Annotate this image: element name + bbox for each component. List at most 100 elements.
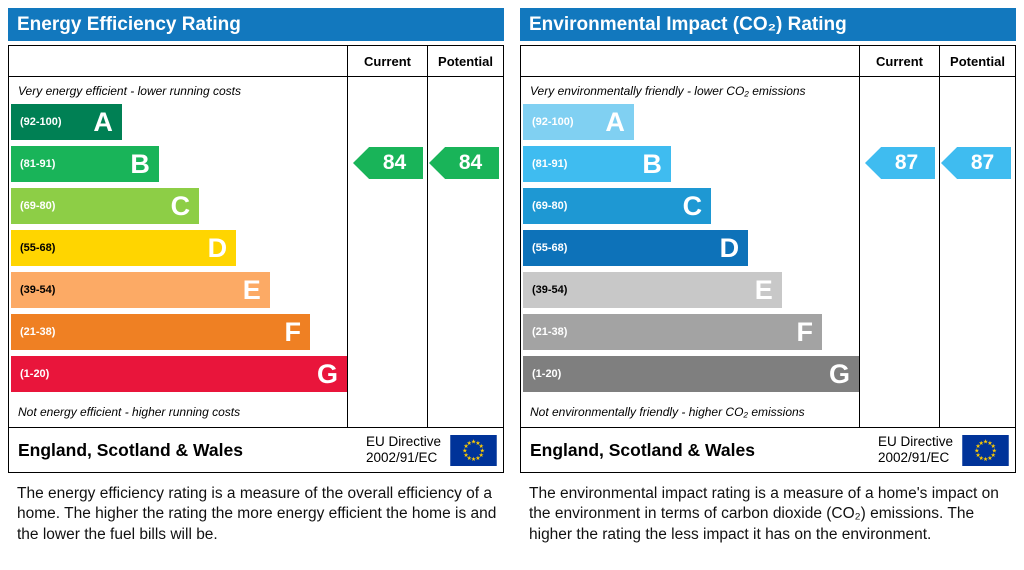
band-row: (81-91) B <box>523 146 859 188</box>
band-row: (21-38) F <box>523 314 859 356</box>
chart-footer: England, Scotland & Wales EU Directive 2… <box>520 427 1016 473</box>
band-row: (92-100) A <box>11 104 347 146</box>
band-row: (81-91) B <box>11 146 347 188</box>
bands-column-header <box>9 46 347 76</box>
current-column-header: Current <box>347 46 427 76</box>
svg-text:★: ★ <box>975 451 980 458</box>
band-range: (55-68) <box>532 242 568 254</box>
band-row: (21-38) F <box>11 314 347 356</box>
band-range: (55-68) <box>20 242 56 254</box>
chart-body: Very environmentally friendly - lower CO… <box>521 77 1015 427</box>
band-row: (1-20) G <box>523 356 859 398</box>
band-e: (39-54) E <box>523 272 782 308</box>
chart-header: Current Potential <box>9 46 503 77</box>
svg-text:★: ★ <box>462 447 467 454</box>
top-caption: Very environmentally friendly - lower CO… <box>530 84 806 98</box>
current-rating-arrow: 87 <box>865 147 935 179</box>
svg-text:★: ★ <box>987 439 992 446</box>
band-letter: D <box>207 232 228 263</box>
band-range: (69-80) <box>20 200 56 212</box>
svg-text:★: ★ <box>975 443 980 450</box>
chart-body: Very energy efficient - lower running co… <box>9 77 503 427</box>
svg-text:★: ★ <box>480 447 485 454</box>
energy-rating-chart: Current Potential Very energy efficient … <box>8 45 504 428</box>
band-row: (39-54) E <box>11 272 347 314</box>
band-g: (1-20) G <box>523 356 859 392</box>
potential-rating-arrow: 87 <box>941 147 1011 179</box>
svg-text:★: ★ <box>974 447 979 454</box>
svg-text:★: ★ <box>478 451 483 458</box>
band-c: (69-80) C <box>11 188 200 224</box>
band-b: (81-91) B <box>11 146 159 182</box>
svg-text:★: ★ <box>475 454 480 461</box>
band-c: (69-80) C <box>523 188 712 224</box>
eu-flag-icon: ★ ★★★★★★★★★★★ <box>962 434 1009 466</box>
top-caption: Very energy efficient - lower running co… <box>18 84 241 98</box>
panel-title-bar: Energy Efficiency Rating <box>8 8 504 41</box>
band-a: (92-100) A <box>523 104 634 140</box>
potential-rating-column: 87 <box>939 77 1015 427</box>
band-range: (39-54) <box>20 284 56 296</box>
band-g: (1-20) G <box>11 356 347 392</box>
svg-text:★: ★ <box>979 454 984 461</box>
environmental-impact-panel: Environmental Impact (CO₂) Rating Curren… <box>520 8 1016 545</box>
panel-title: Environmental Impact (CO₂) Rating <box>529 13 847 35</box>
band-range: (69-80) <box>532 200 568 212</box>
band-letter: C <box>170 190 191 221</box>
band-letter: B <box>130 148 150 179</box>
svg-text:★: ★ <box>467 439 472 446</box>
potential-column-header: Potential <box>427 46 503 76</box>
eu-directive-line1: EU Directive <box>877 434 953 450</box>
band-f: (21-38) F <box>11 314 311 350</box>
band-row: (39-54) E <box>523 272 859 314</box>
bottom-caption: Not environmentally friendly - higher CO… <box>530 405 805 419</box>
band-range: (92-100) <box>532 116 574 128</box>
current-rating-value: 87 <box>894 151 919 174</box>
band-range: (81-91) <box>20 158 56 170</box>
potential-rating-value: 84 <box>458 151 483 174</box>
band-range: (92-100) <box>20 116 62 128</box>
eu-directive-line1: EU Directive <box>365 434 441 450</box>
band-row: (69-80) C <box>523 188 859 230</box>
band-range: (81-91) <box>532 158 568 170</box>
band-b: (81-91) B <box>523 146 671 182</box>
band-range: (1-20) <box>532 368 562 380</box>
chart-footer: England, Scotland & Wales EU Directive 2… <box>8 427 504 473</box>
epc-certificate-page: Energy Efficiency Rating Current Potenti… <box>8 8 1016 545</box>
potential-rating-column: 84 <box>427 77 503 427</box>
environmental-rating-chart: Current Potential Very environmentally f… <box>520 45 1016 428</box>
potential-rating-value: 87 <box>970 151 995 174</box>
svg-text:★: ★ <box>990 451 995 458</box>
band-d: (55-68) D <box>523 230 749 266</box>
band-letter: C <box>682 190 703 221</box>
bands-column-header <box>521 46 859 76</box>
region-label: England, Scotland & Wales <box>18 439 243 460</box>
band-range: (21-38) <box>532 326 568 338</box>
bands-column: Very energy efficient - lower running co… <box>9 77 347 427</box>
chart-header: Current Potential <box>521 46 1015 77</box>
band-letter: F <box>796 316 814 347</box>
band-d: (55-68) D <box>11 230 237 266</box>
band-row: (55-68) D <box>523 230 859 272</box>
band-letter: G <box>828 358 850 389</box>
band-letter: E <box>754 274 773 305</box>
band-letter: E <box>242 274 261 305</box>
current-rating-column: 84 <box>347 77 427 427</box>
band-row: (92-100) A <box>523 104 859 146</box>
band-a: (92-100) A <box>11 104 122 140</box>
svg-text:★: ★ <box>471 438 476 445</box>
band-row: (1-20) G <box>11 356 347 398</box>
band-range: (39-54) <box>532 284 568 296</box>
eu-directive-label: EU Directive 2002/91/EC <box>366 434 441 466</box>
current-rating-arrow: 84 <box>353 147 423 179</box>
band-row: (69-80) C <box>11 188 347 230</box>
band-row: (55-68) D <box>11 230 347 272</box>
eu-directive-label: EU Directive 2002/91/EC <box>878 434 953 466</box>
bottom-caption: Not energy efficient - higher running co… <box>18 405 241 419</box>
bands-column: Very environmentally friendly - lower CO… <box>521 77 859 427</box>
svg-text:★: ★ <box>475 439 480 446</box>
svg-text:★: ★ <box>983 456 988 463</box>
band-f: (21-38) F <box>523 314 823 350</box>
potential-column-header: Potential <box>939 46 1015 76</box>
band-letter: G <box>316 358 338 389</box>
